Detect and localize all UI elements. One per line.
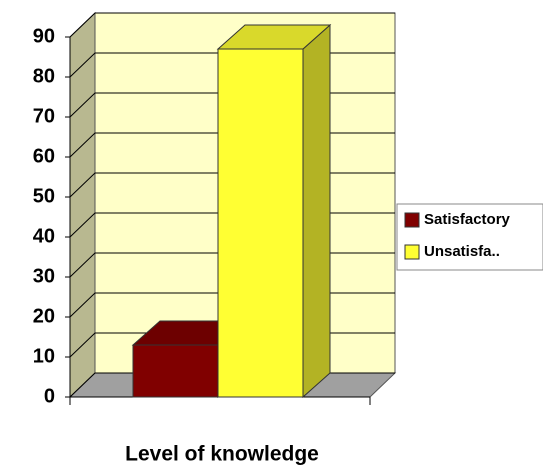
side-wall	[69, 11, 96, 399]
y-tick-label: 90	[33, 25, 55, 47]
y-tick-label: 80	[33, 65, 55, 87]
bar	[217, 48, 304, 398]
legend-box	[396, 203, 543, 271]
y-tick-label: 30	[33, 265, 55, 287]
y-tick-label: 10	[33, 345, 55, 367]
y-tick-label: 50	[33, 185, 55, 207]
y-tick-label: 70	[33, 105, 55, 127]
legend-swatch	[404, 212, 420, 228]
legend-swatch	[404, 244, 420, 260]
y-tick-label: 20	[33, 305, 55, 327]
legend-label: Satisfactory	[424, 211, 511, 228]
legend-label: Unsatisfa..	[424, 243, 500, 260]
y-tick-label: 40	[33, 225, 55, 247]
grid-line	[69, 12, 395, 38]
y-tick-label: 0	[44, 385, 55, 407]
x-axis-label: Level of knowledge	[125, 443, 319, 466]
y-tick-label: 60	[33, 145, 55, 167]
bar	[132, 344, 219, 398]
bar-side	[302, 23, 331, 399]
